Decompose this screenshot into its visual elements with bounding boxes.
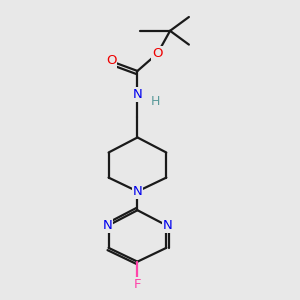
Text: N: N <box>103 219 112 232</box>
Text: N: N <box>133 88 142 101</box>
Text: O: O <box>106 54 116 68</box>
Text: N: N <box>163 219 172 232</box>
Text: O: O <box>152 47 163 60</box>
Text: F: F <box>134 278 141 291</box>
Text: N: N <box>133 185 142 198</box>
Text: H: H <box>150 94 160 108</box>
